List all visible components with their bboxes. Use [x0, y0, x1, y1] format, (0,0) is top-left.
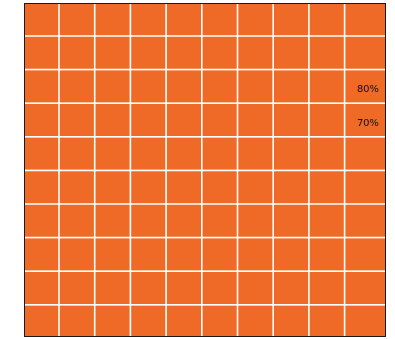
percent-label-70: 70% — [357, 118, 379, 129]
percent-label-80: 80% — [357, 84, 379, 95]
grid-panel: 80% 70% — [24, 3, 386, 337]
grid-lines — [25, 4, 385, 336]
